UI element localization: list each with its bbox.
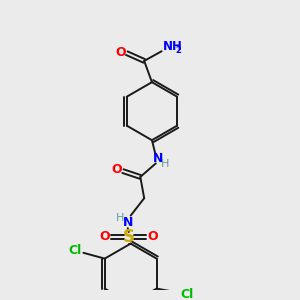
- Text: H: H: [116, 214, 124, 224]
- Text: S: S: [123, 228, 135, 246]
- Text: NH: NH: [163, 40, 182, 53]
- Text: O: O: [148, 230, 158, 243]
- Text: Cl: Cl: [180, 288, 193, 300]
- Text: H: H: [161, 159, 170, 170]
- Text: N: N: [123, 216, 133, 229]
- Text: 2: 2: [175, 46, 181, 55]
- Text: O: O: [99, 230, 110, 243]
- Text: O: O: [112, 163, 122, 176]
- Text: O: O: [116, 46, 126, 59]
- Text: N: N: [152, 152, 163, 165]
- Text: Cl: Cl: [68, 244, 81, 257]
